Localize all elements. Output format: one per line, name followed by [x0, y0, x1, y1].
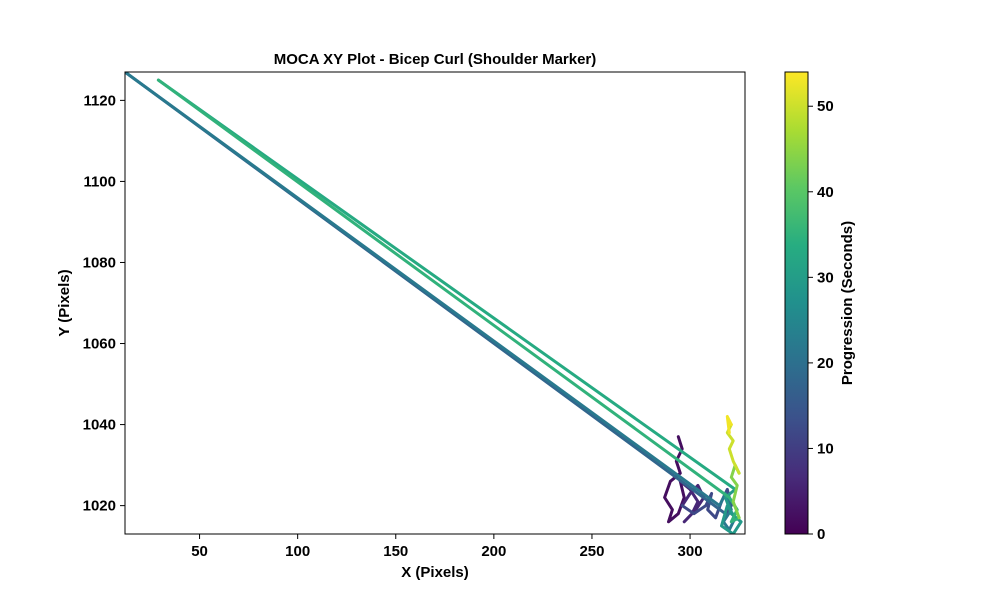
trajectory-group: [125, 72, 743, 534]
colorbar-frame: [784, 71, 809, 535]
colorbar-tick-label: 10: [817, 440, 834, 457]
y-axis-label: Y (Pixels): [56, 269, 73, 336]
x-tick-label: 250: [579, 543, 604, 560]
x-tick-label: 200: [481, 543, 506, 560]
trajectory-segment-6: [156, 78, 737, 491]
colorbar-ticks: 0 10 20 30 40 50: [808, 98, 834, 543]
plot-frame: [124, 71, 746, 535]
y-tick-label: 1040: [83, 417, 116, 434]
y-tick-label: 1060: [83, 336, 116, 353]
trajectory-segment-0: [663, 435, 686, 524]
chart-title: MOCA XY Plot - Bicep Curl (Shoulder Mark…: [274, 51, 597, 68]
colorbar-tick-label: 0: [817, 526, 825, 543]
colorbar-tick-label: 30: [817, 269, 834, 286]
y-tick-label: 1120: [83, 92, 116, 109]
x-tick-label: 50: [191, 543, 208, 560]
x-axis-ticks: 50 100 150 200 250 300: [191, 534, 703, 560]
x-tick-label: 150: [383, 543, 408, 560]
y-tick-label: 1020: [83, 498, 116, 515]
y-axis-ticks: 1020 1040 1060 1080 1100 1120: [83, 92, 125, 515]
trajectory-segment-10: [725, 415, 733, 435]
x-tick-label: 100: [285, 543, 310, 560]
y-tick-label: 1080: [83, 254, 116, 271]
y-tick-label: 1100: [83, 173, 116, 190]
colorbar-tick-label: 40: [817, 184, 834, 201]
x-tick-label: 300: [678, 543, 703, 560]
colorbar: [785, 72, 808, 534]
colorbar-tick-label: 20: [817, 355, 834, 372]
trajectory-segment-5: [720, 487, 743, 534]
x-axis-label: X (Pixels): [401, 564, 469, 581]
colorbar-tick-label: 50: [817, 98, 834, 115]
colorbar-label: Progression (Seconds): [839, 221, 856, 385]
